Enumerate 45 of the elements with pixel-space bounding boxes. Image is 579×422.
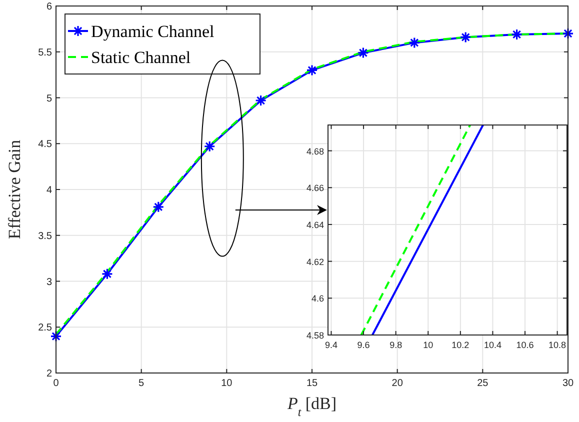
y-axis-title: Effective Gain [5,139,24,240]
point [50,330,62,342]
legend-label: Static Channel [91,48,191,67]
x-tick-label: 25 [477,378,489,389]
x-tick-label: 30 [562,378,574,389]
y-tick-label: 5.5 [38,47,52,58]
y-tick-label: 4.58 [306,330,324,340]
y-tick-label: 2 [46,368,52,380]
y-tick-label: 4.64 [306,220,324,230]
x-tick-label: 10.6 [516,340,534,350]
point [408,36,420,48]
point [255,94,267,106]
y-tick-label: 6 [46,2,52,12]
point [562,28,574,40]
x-tick-label: 10.8 [548,340,566,350]
x-tick-label: 10.2 [452,340,470,350]
x-tick-label: 10 [221,378,233,389]
x-tick-label: 15 [306,378,318,389]
point [101,268,113,280]
x-tick-label: 5 [138,378,145,389]
y-tick-label: 4.5 [38,139,52,150]
y-tick-label: 2.5 [38,322,52,334]
y-tick-label: 4.6 [311,294,324,304]
point [460,31,472,43]
y-tick-label: 4.62 [306,256,324,267]
legend-label: Dynamic Channel [91,22,214,41]
y-tick-label: 5 [46,93,52,104]
point [204,140,216,152]
x-tick-label: 0 [53,378,60,389]
x-axis-title: P$_{t}$ [dB] [286,394,337,419]
y-tick-label: 4 [46,185,52,196]
x-tick-label: 10.4 [484,340,502,350]
x-tick-label: 20 [392,378,404,389]
x-tick-label: 9.6 [357,340,370,350]
point [306,64,318,76]
x-tick-label: 9.8 [390,340,402,350]
point [357,46,369,59]
y-tick-label: 4.66 [306,183,324,194]
y-tick-label: 3.5 [38,230,52,242]
y-tick-label: 4.68 [306,146,324,156]
x-tick-label: 9.4 [324,340,338,350]
point [152,201,164,213]
y-tick-label: 3 [46,276,52,288]
point [511,28,523,40]
x-tick-label: 10 [423,340,434,350]
